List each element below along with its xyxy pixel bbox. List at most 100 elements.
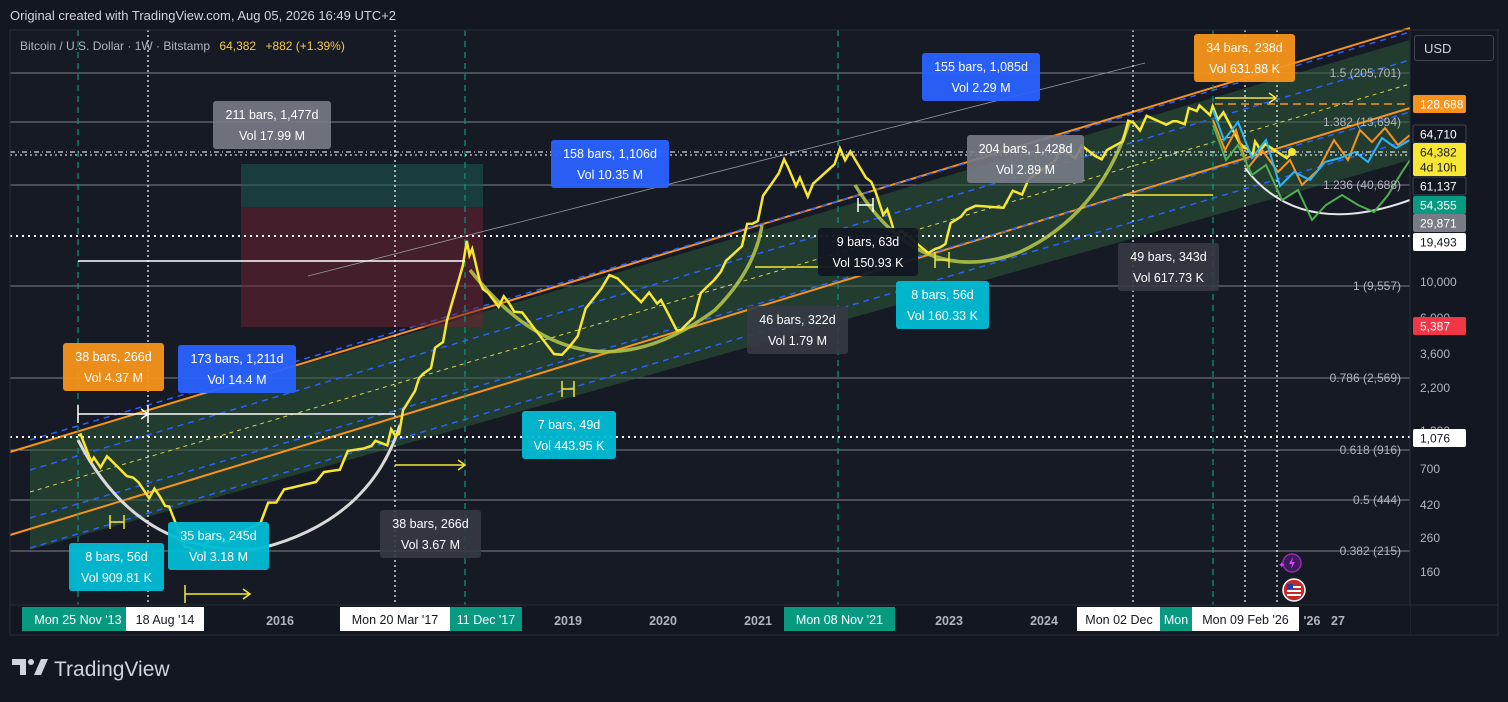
time-badge: Mon 02 Dec (1077, 607, 1161, 631)
price-badge: 128,688 (1413, 95, 1466, 113)
fib-label: 1.382 (13,694) (1323, 115, 1401, 129)
svg-text:128,688: 128,688 (1420, 98, 1464, 112)
annotation-box[interactable]: 211 bars, 1,477d Vol 17.99 M (213, 101, 331, 149)
annotation-bars: 38 bars, 266d (392, 517, 468, 531)
annotation-box[interactable]: 38 bars, 266d Vol 4.37 M (63, 343, 164, 391)
annotation-box[interactable]: 204 bars, 1,428d Vol 2.89 M (967, 135, 1084, 183)
annotation-bars: 158 bars, 1,106d (563, 147, 657, 161)
svg-text:4d 10h: 4d 10h (1420, 161, 1457, 175)
annotation-box[interactable]: 34 bars, 238d Vol 631.88 K (1194, 34, 1295, 82)
fib-labels: 1.5 (205,701) 1.382 (13,694) 1.236 (40,688… (1323, 66, 1401, 558)
fib-label: 1 (9,557) (1353, 279, 1401, 293)
fib-label: 1.5 (205,701) (1330, 66, 1401, 80)
time-badge: 18 Aug '14 (126, 607, 204, 631)
price-badge: 1,076 (1413, 429, 1466, 447)
annotation-vol: Vol 150.93 K (833, 256, 905, 270)
annotation-bars: 49 bars, 343d (1130, 250, 1206, 264)
annotation-box[interactable]: 9 bars, 63d Vol 150.93 K (818, 228, 918, 276)
fib-label: 1.236 (40,688) (1323, 178, 1401, 192)
symbol-change: +882 (+1.39%) (265, 39, 345, 53)
time-axis[interactable]: 2016 2019 2020 2021 2023 2024 '26 27 Mon 25 Nov… (10, 604, 1498, 635)
annotation-vol: Vol 10.35 M (577, 168, 643, 182)
time-tick: 27 (1331, 614, 1345, 628)
annotation-vol: Vol 17.99 M (239, 129, 305, 143)
svg-text:Mon 25 Nov '13: Mon 25 Nov '13 (34, 613, 121, 627)
svg-text:19,493: 19,493 (1420, 236, 1457, 250)
price-badge: 64,382 (1413, 143, 1466, 161)
time-tick: 2024 (1030, 614, 1058, 628)
annotation-box[interactable]: 155 bars, 1,085d Vol 2.29 M (922, 53, 1040, 101)
svg-text:11 Dec '17: 11 Dec '17 (457, 613, 515, 627)
annotation-vol: Vol 2.29 M (951, 81, 1010, 95)
annotation-vol: Vol 14.4 M (207, 373, 266, 387)
annotation-box[interactable]: 8 bars, 56d Vol 160.33 K (896, 281, 989, 329)
svg-text:✦: ✦ (1278, 560, 1286, 570)
svg-text:61,137: 61,137 (1420, 180, 1457, 194)
price-badge: 19,493 (1413, 233, 1466, 251)
annotation-bars: 204 bars, 1,428d (979, 142, 1073, 156)
annotation-bars: 155 bars, 1,085d (934, 60, 1028, 74)
channel-blue-dash-4 (29, 139, 1411, 549)
price-tick: 3,600 (1420, 347, 1450, 361)
time-badge: Mon 20 Mar '17 (340, 607, 450, 631)
svg-text:Mon: Mon (1164, 613, 1188, 627)
position-box[interactable] (241, 164, 483, 327)
annotation-bars: 8 bars, 56d (85, 550, 148, 564)
symbol-price: 64,382 (219, 39, 257, 53)
channel-lower-orange (9, 107, 1411, 536)
annotation-vol: Vol 1.79 M (768, 334, 827, 348)
price-tick: 420 (1420, 498, 1440, 512)
projection-cyan (1212, 109, 1411, 188)
price-tick: 2,200 (1420, 381, 1450, 395)
annotation-vol: Vol 617.73 K (1133, 271, 1205, 285)
time-tick: 2023 (935, 614, 963, 628)
annotation-bars: 173 bars, 1,211d (191, 352, 284, 366)
annotation-box[interactable]: 158 bars, 1,106d Vol 10.35 M (551, 140, 669, 188)
svg-text:18 Aug '14: 18 Aug '14 (136, 613, 195, 627)
fib-label: 0.618 (916) (1340, 443, 1401, 457)
annotation-vol: Vol 160.33 K (907, 309, 979, 323)
annotation-bars: 211 bars, 1,477d (226, 108, 319, 122)
time-tick: 2019 (554, 614, 582, 628)
fib-label: 0.382 (215) (1340, 544, 1401, 558)
fib-label: 0.786 (2,569) (1330, 371, 1401, 385)
price-badge: 54,355 (1413, 196, 1466, 214)
time-badge: Mon (1160, 607, 1192, 631)
symbol-legend[interactable]: Bitcoin / U.S. Dollar · 1W · Bitstamp 64… (20, 39, 345, 53)
time-badge: Mon 25 Nov '13 (22, 607, 134, 631)
price-badge: 29,871 (1413, 214, 1466, 232)
annotation-vol: Vol 3.67 M (401, 538, 460, 552)
annotation-box[interactable]: 8 bars, 56d Vol 909.81 K (69, 543, 164, 591)
projection-orange (1212, 119, 1411, 187)
time-tick: 2021 (744, 614, 772, 628)
currency-button[interactable]: USD (1414, 35, 1494, 61)
annotation-box[interactable]: 38 bars, 266d Vol 3.67 M (380, 510, 481, 558)
horizontal-dotted-lines (10, 103, 1410, 438)
annotation-bars: 38 bars, 266d (75, 350, 151, 364)
annotation-bars: 8 bars, 56d (911, 288, 974, 302)
channel-blue-dash-3 (29, 111, 1411, 519)
svg-text:64,710: 64,710 (1420, 128, 1457, 142)
annotation-box[interactable]: 7 bars, 49d Vol 443.95 K (522, 411, 616, 459)
annotation-bars: 35 bars, 245d (180, 529, 256, 543)
us-flag-icon[interactable] (1282, 578, 1306, 602)
time-badge: 11 Dec '17 (450, 607, 522, 631)
tradingview-brand[interactable]: TradingView (12, 657, 170, 683)
flash-icon[interactable]: ✦ (1278, 553, 1302, 573)
svg-text:64,382: 64,382 (1420, 146, 1457, 160)
price-badge: 64,710 (1412, 124, 1467, 144)
annotation-vol: Vol 631.88 K (1209, 62, 1281, 76)
svg-text:Mon 20 Mar '17: Mon 20 Mar '17 (352, 613, 439, 627)
time-badge: Mon 09 Feb '26 (1192, 607, 1299, 631)
annotation-box[interactable]: 35 bars, 245d Vol 3.18 M (168, 522, 269, 570)
annotation-box[interactable]: 46 bars, 322d Vol 1.79 M (747, 306, 848, 354)
annotation-box[interactable]: 173 bars, 1,211d Vol 14.4 M (178, 345, 296, 393)
symbol-name: Bitcoin / U.S. Dollar · 1W · Bitstamp (20, 39, 211, 53)
brand-name: TradingView (54, 658, 170, 681)
price-badge: 61,137 (1412, 176, 1467, 196)
annotation-box[interactable]: 49 bars, 343d Vol 617.73 K (1118, 243, 1219, 291)
time-tick: '26 (1304, 614, 1321, 628)
annotation-bars: 9 bars, 63d (837, 235, 900, 249)
